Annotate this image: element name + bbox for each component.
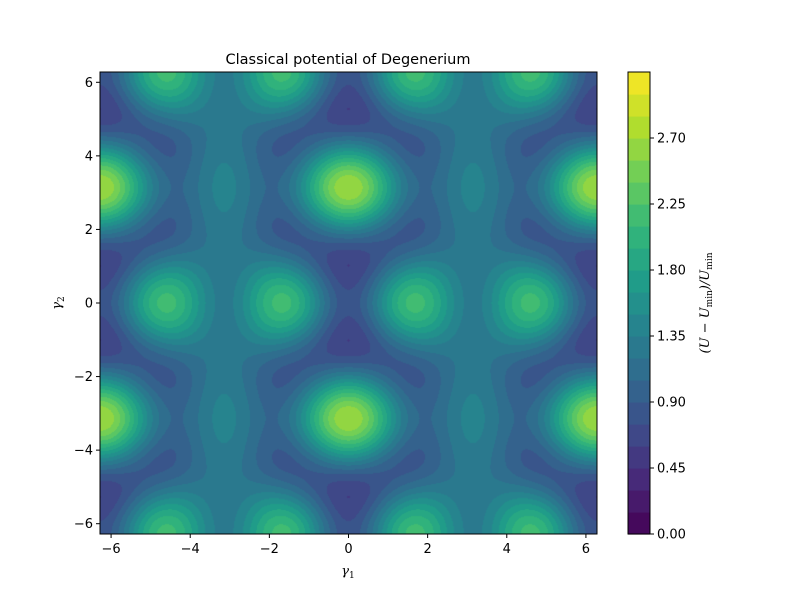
x-tick-label: 4: [503, 542, 511, 557]
x-tick-label: 0: [344, 542, 352, 557]
y-tick-label: −6: [74, 517, 93, 532]
x-tick-label: 2: [423, 542, 431, 557]
y-tick-label: 0: [85, 297, 93, 312]
y-axis-label: γ2: [50, 296, 67, 310]
colorbar-level: [628, 380, 650, 403]
colorbar-tick-label: 2.70: [657, 132, 686, 147]
colorbar-level: [628, 226, 650, 249]
colorbar-frame: [627, 71, 651, 535]
plot-area: [100, 72, 597, 534]
x-axis: −6 −4 −2 0 2 4 6: [101, 534, 590, 557]
y-tick-label: −4: [74, 444, 93, 459]
colorbar-level: [628, 314, 650, 337]
colorbar-level: [628, 446, 650, 469]
colorbar-level: [628, 182, 650, 205]
colorbar-tick-label: 1.80: [657, 264, 686, 279]
y-tick-label: 4: [85, 149, 93, 164]
y-tick-label: 2: [85, 223, 93, 238]
colorbar-level: [628, 72, 650, 95]
y-axis: −6 −4 −2 0 2 4 6: [74, 76, 100, 532]
colorbar-level: [628, 336, 650, 359]
colorbar-tick-label: 0.00: [657, 528, 686, 543]
colorbar-level: [628, 292, 650, 315]
colorbar-level: [628, 402, 650, 425]
colorbar-level: [628, 138, 650, 161]
colorbar-level: [628, 248, 650, 271]
chart-title: Classical potential of Degenerium: [226, 52, 471, 68]
y-tick-label: 6: [85, 76, 93, 91]
colorbar-level: [628, 204, 650, 227]
colorbar-tick-label: 0.90: [657, 396, 686, 411]
colorbar-level: [628, 512, 650, 535]
colorbar-level: [628, 270, 650, 293]
x-tick-label: −2: [260, 542, 279, 557]
x-tick-label: −6: [101, 542, 120, 557]
contour-field: [100, 72, 597, 534]
x-axis-label: γ1: [341, 564, 355, 581]
colorbar-label: (U − Umin)/Umin: [698, 252, 715, 353]
colorbar-level: [628, 490, 650, 513]
x-tick-label: 6: [582, 542, 590, 557]
colorbar: [628, 72, 650, 535]
colorbar-level: [628, 424, 650, 447]
colorbar-tick-label: 0.45: [657, 462, 686, 477]
colorbar-axis: 0.00 0.45 0.90 1.35 1.80 2.25 2.70: [650, 132, 686, 543]
colorbar-level: [628, 468, 650, 491]
colorbar-level: [628, 116, 650, 139]
y-tick-label: −2: [74, 370, 93, 385]
colorbar-tick-label: 1.35: [657, 330, 686, 345]
colorbar-level: [628, 94, 650, 117]
colorbar-tick-label: 2.25: [657, 198, 686, 213]
colorbar-level: [628, 160, 650, 183]
colorbar-level: [628, 358, 650, 381]
x-tick-label: −4: [181, 542, 200, 557]
